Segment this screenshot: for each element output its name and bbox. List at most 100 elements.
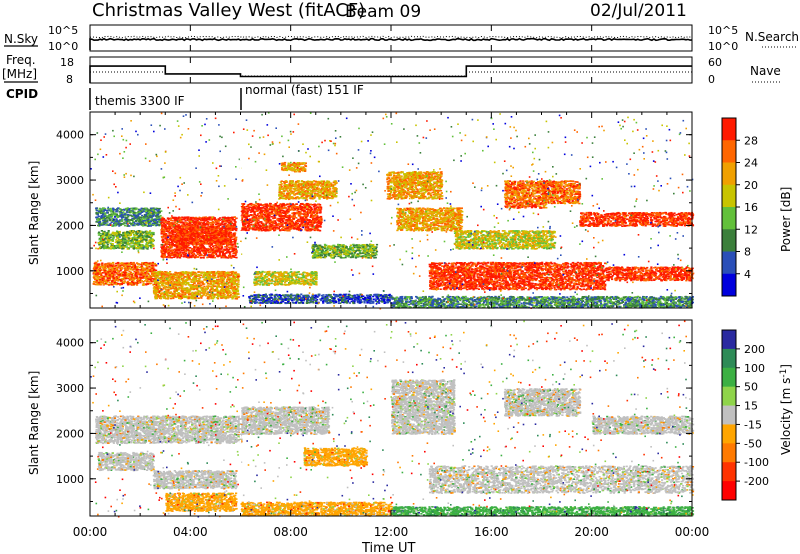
range-gate-cell	[106, 283, 109, 286]
range-gate-cell	[122, 233, 125, 235]
range-gate-cell	[209, 234, 213, 237]
range-gate-cell	[204, 232, 207, 234]
range-gate-cell	[190, 255, 193, 258]
range-gate-cell	[220, 237, 224, 240]
range-gate-cell	[133, 217, 136, 220]
range-gate-cell	[148, 225, 151, 227]
range-gate-cell	[145, 233, 148, 236]
range-gate-cell	[123, 264, 126, 267]
range-gate-cell	[121, 223, 125, 225]
range-gate-cell	[124, 267, 127, 270]
range-gate-cell	[182, 223, 185, 225]
range-gate-cell	[187, 227, 190, 229]
range-gate-cell	[123, 246, 126, 248]
range-gate-cell	[135, 239, 139, 241]
range-gate-cell	[202, 245, 205, 248]
range-gate-cell	[200, 284, 203, 286]
range-gate-cell	[152, 209, 155, 212]
range-gate-cell	[136, 279, 139, 282]
range-gate-cell	[150, 234, 153, 236]
range-gate-cell	[155, 269, 158, 272]
range-gate-cell	[234, 245, 238, 248]
range-gate-cell	[154, 208, 157, 211]
range-gate-cell	[102, 219, 105, 222]
range-gate-cell	[134, 266, 137, 269]
range-gate-cell	[179, 243, 182, 245]
range-gate-cell	[141, 272, 144, 274]
range-gate-cell	[94, 271, 97, 274]
range-gate-cell	[226, 228, 229, 230]
range-gate-cell	[131, 217, 134, 220]
range-gate-cell	[128, 282, 131, 284]
range-gate-cell	[174, 222, 177, 224]
range-gate-cell	[221, 223, 224, 226]
range-gate-cell	[192, 249, 196, 251]
range-gate-cell	[172, 256, 175, 258]
range-gate-cell	[124, 220, 127, 223]
range-gate-cell	[213, 220, 216, 222]
range-gate-cell	[127, 277, 130, 280]
range-gate-cell	[210, 248, 213, 250]
range-gate-cell	[163, 225, 166, 227]
range-gate-cell	[122, 231, 125, 234]
range-gate-cell	[117, 243, 120, 246]
range-gate-cell	[221, 246, 224, 249]
range-gate-cell	[223, 239, 226, 242]
range-gate-cell	[134, 220, 138, 223]
range-gate-cell	[223, 219, 226, 222]
range-gate-cell	[104, 237, 107, 240]
range-gate-cell	[105, 280, 108, 282]
range-gate-cell	[142, 216, 146, 218]
range-gate-cell	[144, 216, 147, 218]
range-gate-cell	[124, 262, 127, 265]
range-gate-cell	[111, 281, 114, 284]
range-gate-cell	[124, 238, 127, 241]
range-gate-cell	[111, 268, 114, 271]
range-gate-cell	[120, 279, 123, 282]
range-gate-cell	[123, 236, 126, 239]
range-gate-cell	[124, 272, 127, 274]
range-gate-cell	[125, 235, 128, 237]
range-gate-cell	[140, 276, 143, 278]
range-gate-cell	[120, 272, 123, 274]
range-gate-cell	[108, 237, 111, 240]
range-gate-cell	[96, 274, 99, 277]
range-gate-cell	[213, 231, 216, 234]
range-gate-cell	[141, 214, 144, 217]
range-gate-cell	[97, 234, 100, 236]
range-gate-cell	[102, 218, 105, 220]
range-gate-cell	[175, 247, 178, 249]
range-gate-cell	[208, 248, 211, 251]
range-gate-cell	[97, 220, 100, 223]
range-gate-cell	[159, 297, 163, 300]
range-gate-cell	[213, 252, 216, 255]
range-gate-cell	[174, 249, 177, 251]
range-gate-cell	[176, 233, 179, 235]
range-gate-cell	[221, 253, 224, 255]
range-gate-cell	[123, 214, 127, 217]
range-gate-cell	[151, 261, 155, 264]
range-gate-cell	[146, 241, 149, 244]
range-gate-cell	[207, 223, 210, 225]
range-gate-cell	[146, 263, 149, 266]
range-gate-cell	[193, 246, 196, 248]
range-gate-cell	[229, 220, 232, 222]
range-gate-cell	[108, 277, 111, 279]
range-gate-cell	[195, 218, 198, 220]
range-gate-cell	[137, 230, 140, 232]
range-gate-cell	[98, 278, 101, 281]
range-gate-cell	[106, 242, 109, 244]
range-gate-cell	[138, 278, 141, 280]
range-gate-cell	[130, 266, 134, 269]
range-gate-cell	[220, 232, 223, 234]
range-gate-cell	[128, 209, 131, 211]
range-gate-cell	[184, 252, 187, 255]
range-gate-cell	[145, 240, 148, 243]
range-gate-cell	[170, 237, 173, 239]
range-gate-cell	[145, 224, 148, 227]
range-gate-cell	[129, 237, 132, 240]
range-gate-cell	[186, 256, 189, 259]
range-gate-cell	[106, 264, 109, 267]
range-gate-cell	[136, 262, 139, 264]
range-gate-cell	[165, 243, 168, 245]
